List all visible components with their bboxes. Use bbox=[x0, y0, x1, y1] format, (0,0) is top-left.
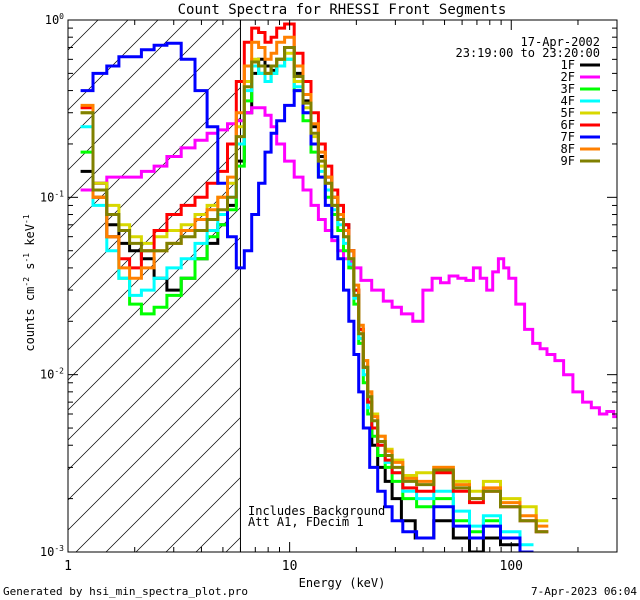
x-tick-label: 10 bbox=[282, 559, 298, 574]
hatch-line bbox=[75, 387, 241, 552]
y-axis-label-s: s bbox=[23, 263, 37, 277]
y-axis-label-exp2: -1 bbox=[22, 253, 31, 263]
legend-label-6F: 6F bbox=[561, 118, 575, 132]
y-axis-label-main: counts cm bbox=[23, 287, 37, 352]
series-line-9F bbox=[80, 46, 549, 534]
hatch-line bbox=[68, 177, 241, 351]
y-tick-label: 10-3 bbox=[40, 544, 64, 559]
hatch-line bbox=[68, 27, 241, 201]
x-tick-label: 100 bbox=[500, 559, 523, 574]
hatch-line bbox=[68, 267, 241, 441]
hatch-line bbox=[68, 20, 99, 51]
hatch-line bbox=[68, 20, 159, 111]
hatch-line bbox=[68, 20, 129, 81]
hatch-line bbox=[68, 357, 241, 531]
legend-label-1F: 1F bbox=[561, 58, 575, 72]
legend-label-4F: 4F bbox=[561, 94, 575, 108]
hatch-line bbox=[68, 147, 241, 321]
observation-date: 17-Apr-2002 bbox=[521, 35, 600, 49]
legend-label-5F: 5F bbox=[561, 106, 575, 120]
hatch-line bbox=[68, 20, 219, 171]
series-line-6F bbox=[80, 22, 549, 534]
series-lines bbox=[80, 22, 617, 552]
hatch-line bbox=[616, 20, 640, 552]
y-tick-label: 10-2 bbox=[40, 367, 64, 382]
observation-time-range: 23:19:00 to 23:20:00 bbox=[456, 46, 601, 60]
series-line-3F bbox=[80, 57, 534, 552]
hatch-line bbox=[68, 327, 241, 501]
legend-label-8F: 8F bbox=[561, 142, 575, 156]
series-line-5F bbox=[80, 51, 549, 523]
hatch-line bbox=[68, 20, 189, 141]
legend-label-2F: 2F bbox=[561, 70, 575, 84]
axis-tick-labels: 1 10 100 100 10-1 10-2 10-3 bbox=[40, 12, 523, 574]
hatch-line bbox=[68, 297, 241, 471]
series-line-8F bbox=[80, 35, 549, 528]
hatch-line bbox=[68, 237, 241, 411]
annotation-attenuator: Att A1, FDecim 1 bbox=[248, 515, 364, 529]
shaded-region-hatching bbox=[68, 20, 640, 552]
x-axis-label: Energy (keV) bbox=[299, 576, 386, 590]
annotation-background: Includes Background bbox=[248, 504, 385, 518]
hatch-line bbox=[135, 447, 241, 552]
x-tick-label: 1 bbox=[64, 559, 72, 574]
hatch-line bbox=[68, 57, 241, 231]
hatch-line bbox=[68, 20, 69, 21]
y-tick-label: 100 bbox=[45, 12, 64, 27]
y-axis-label: counts cm-2 s-1 keV-1 bbox=[22, 214, 37, 351]
chart-title: Count Spectra for RHESSI Front Segments bbox=[178, 2, 507, 18]
hatch-line bbox=[68, 117, 241, 291]
y-axis-label-kev: keV bbox=[23, 224, 37, 253]
y-axis-label-exp3: -1 bbox=[22, 214, 31, 224]
series-line-4F bbox=[80, 57, 534, 547]
legend-label-9F: 9F bbox=[561, 154, 575, 168]
series-line-2F bbox=[80, 106, 617, 419]
timestamp-footer: 7-Apr-2023 06:04 bbox=[531, 585, 637, 598]
hatch-line bbox=[68, 87, 241, 261]
plot-frame bbox=[67, 19, 618, 553]
y-tick-label: 10-1 bbox=[40, 189, 64, 204]
legend-label-7F: 7F bbox=[561, 130, 575, 144]
axis-ticks bbox=[67, 19, 618, 553]
hatch-line bbox=[105, 417, 241, 552]
legend-label-3F: 3F bbox=[561, 82, 575, 96]
hatch-line bbox=[68, 207, 241, 381]
y-axis-label-exp1: -2 bbox=[22, 277, 31, 287]
generated-by-footer: Generated by hsi_min_spectra_plot.pro bbox=[3, 585, 248, 598]
hatch-line bbox=[436, 20, 640, 552]
